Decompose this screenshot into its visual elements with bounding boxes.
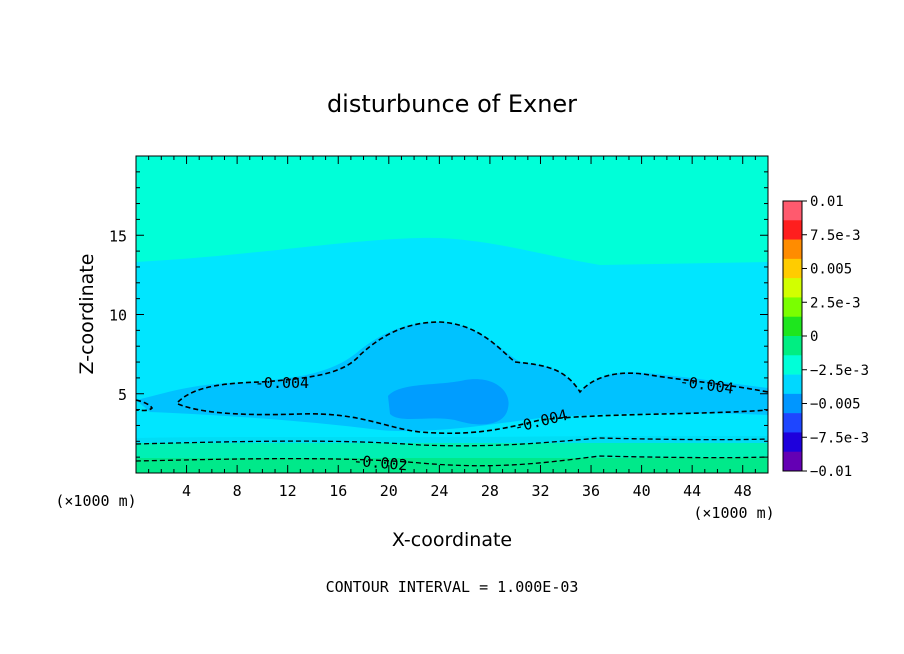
band-inner-core — [388, 379, 509, 425]
x-tick-label: 36 — [582, 482, 600, 500]
contour-label: -0.002 — [353, 452, 409, 475]
x-tick-label: 44 — [683, 482, 701, 500]
contour-line — [136, 455, 768, 467]
chart-title: disturbunce of Exner — [327, 90, 577, 118]
x-unit-right: (×1000 m) — [693, 504, 774, 522]
contour-line — [136, 399, 154, 412]
colorbar-label: 0 — [810, 329, 818, 345]
colorbar-swatch — [783, 451, 802, 472]
band-core — [136, 322, 768, 432]
colorbar-swatch — [783, 336, 802, 356]
colorbar-label: 0.005 — [810, 262, 852, 278]
y-tick-label: 10 — [109, 307, 127, 325]
contour-label: -0.004 — [255, 374, 309, 392]
colorbar-label: 7.5e-3 — [810, 228, 861, 244]
contour-line — [177, 403, 768, 435]
colorbar-label: 0.01 — [810, 194, 844, 210]
x-tick-label: 28 — [481, 482, 499, 500]
colorbar-swatch — [783, 374, 802, 395]
colorbar-label: 2.5e-3 — [810, 295, 861, 311]
colorbar-swatch — [783, 201, 802, 221]
colorbar-swatch — [783, 278, 802, 298]
colorbar-swatch — [783, 413, 802, 433]
x-tick-label: 32 — [531, 482, 549, 500]
colorbar-label: −2.5e-3 — [810, 363, 869, 379]
y-tick-label: 5 — [118, 386, 127, 404]
x-tick-label: 12 — [279, 482, 297, 500]
y-axis-label: Z-coordinate — [76, 254, 98, 375]
contour-line — [177, 321, 768, 403]
contour-interval: CONTOUR INTERVAL = 1.000E-03 — [326, 578, 579, 596]
x-axis-label: X-coordinate — [392, 529, 512, 551]
colorbar-label: −0.005 — [810, 397, 861, 413]
colorbar-swatch — [783, 220, 802, 240]
plot-area — [136, 156, 768, 473]
contour-line — [136, 437, 768, 447]
x-tick-label: 4 — [182, 482, 191, 500]
x-tick-label: 24 — [430, 482, 448, 500]
colorbar-swatch — [783, 316, 802, 337]
colorbar-label: −0.01 — [810, 464, 852, 480]
colorbar: 0.01 7.5e-3 0.005 2.5e-3 0 −2.5e-3 −0.005 −7.5e… — [782, 194, 869, 480]
x-tick-label: 8 — [233, 482, 242, 500]
x-tick-label: 48 — [734, 482, 752, 500]
colorbar-swatch — [783, 239, 802, 260]
colorbar-label: −7.5e-3 — [810, 430, 869, 446]
colorbar-swatch — [783, 297, 802, 318]
colorbar-swatch — [783, 432, 802, 453]
x-tick-label: 16 — [329, 482, 347, 500]
colorbar-swatch — [783, 355, 802, 375]
colorbar-swatch — [783, 393, 802, 414]
x-unit-left: (×1000 m) — [55, 492, 136, 510]
colorbar-swatch — [783, 258, 802, 279]
y-tick-label: 15 — [109, 227, 127, 245]
x-tick-label: 20 — [380, 482, 398, 500]
x-tick-label: 40 — [633, 482, 651, 500]
